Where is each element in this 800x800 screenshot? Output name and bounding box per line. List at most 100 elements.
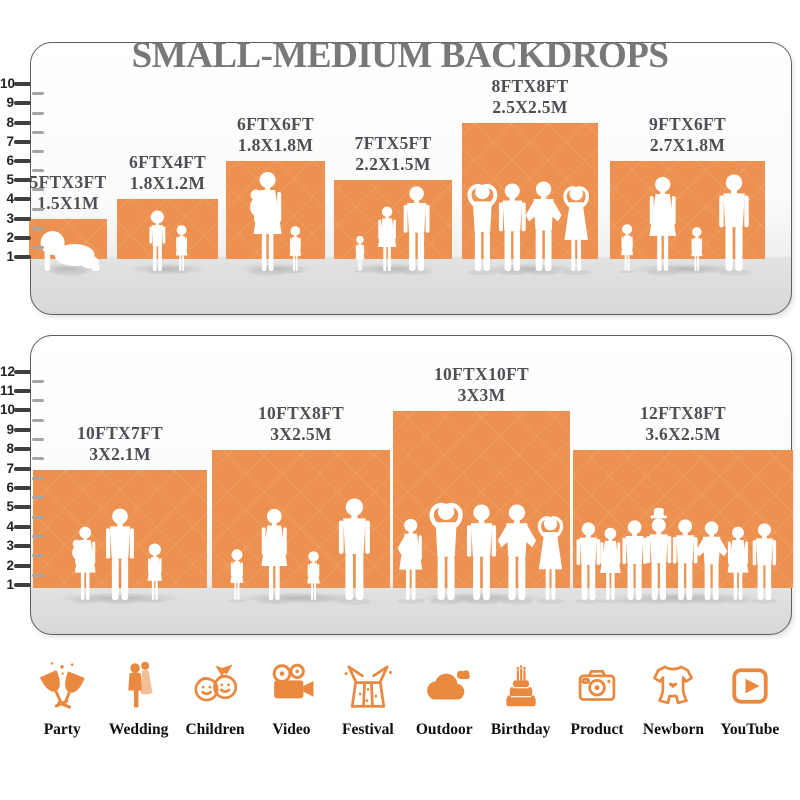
- play-button-icon: [722, 656, 778, 716]
- backdrop-size-label: 7FTX5FT 2.2X1.5M: [355, 133, 432, 175]
- ruler-tick: [14, 101, 31, 106]
- backdrop-size-m: 1.8X1.2M: [129, 173, 206, 193]
- ruler-number: 2: [6, 229, 14, 245]
- backdrop-size-label: 10FTX7FT 3X2.1M: [77, 423, 163, 465]
- ruler-tick: [14, 120, 31, 125]
- ruler-number: 3: [6, 538, 14, 554]
- ruler-tick: [14, 216, 31, 221]
- ruler-minor-tick: [32, 573, 44, 577]
- ruler-number: 9: [6, 95, 14, 111]
- ruler-minor-tick: [32, 496, 44, 500]
- ruler-tick: [14, 505, 31, 510]
- ruler-number: 9: [6, 421, 14, 437]
- backdrop-rect: [117, 199, 218, 259]
- ruler-minor-tick: [32, 515, 44, 519]
- ruler-tick: [14, 485, 31, 491]
- category-wedding: Wedding: [100, 656, 176, 760]
- ruler-minor-tick: [32, 169, 44, 173]
- category-label: Festival: [342, 721, 394, 738]
- people-silhouette: [228, 498, 372, 605]
- ruler-minor-tick: [32, 535, 44, 538]
- floor-shadow: [329, 261, 457, 277]
- ruler-number: 5: [6, 499, 14, 515]
- backdrop-size-m: 1.8X1.8M: [237, 135, 314, 155]
- backdrop-size-label: 6FTX6FT 1.8X1.8M: [237, 114, 314, 156]
- ruler-number: 6: [6, 480, 14, 495]
- backdrop-size-ft: 5FTX3FT: [29, 172, 107, 192]
- ruler-number: 10: [0, 402, 16, 418]
- ruler-tick: [14, 254, 31, 260]
- category-birthday: Birthday: [482, 656, 558, 760]
- people-silhouette: [353, 186, 432, 275]
- backdrop-size-m: 3X3M: [457, 385, 506, 405]
- ruler-number: 5: [6, 172, 14, 188]
- category-label: Birthday: [490, 721, 551, 738]
- ruler-tick: [14, 388, 31, 394]
- gift-box-icon: [340, 656, 396, 716]
- cloud-icon: [416, 656, 472, 716]
- ruler-tick: [14, 447, 31, 452]
- people-silhouette: [467, 181, 591, 276]
- ruler-minor-tick: [32, 399, 44, 403]
- ruler-tick: [14, 544, 31, 549]
- backdrop-size-label: 10FTX8FT 3X2.5M: [258, 403, 344, 445]
- ruler-tick: [14, 582, 31, 588]
- category-children: Children: [177, 656, 253, 760]
- ruler-tick: [14, 466, 31, 471]
- ruler-number: 4: [6, 191, 14, 207]
- ruler-minor-tick: [32, 554, 44, 558]
- floor-shadow: [221, 261, 330, 277]
- ruler-number: 8: [6, 114, 14, 130]
- category-festival: Festival: [330, 656, 406, 760]
- people-silhouette: [40, 231, 100, 276]
- ruler-tick: [14, 524, 31, 529]
- category-product: Product: [559, 656, 635, 760]
- people-silhouette: [618, 174, 751, 276]
- ruler-minor-tick: [32, 379, 44, 383]
- category-youtube: YouTube: [712, 656, 788, 760]
- ruler-minor-tick: [32, 207, 44, 211]
- backdrop-size-m: 2.2X1.5M: [355, 154, 431, 174]
- category-outdoor: Outdoor: [406, 656, 482, 760]
- ruler-tick: [14, 158, 31, 164]
- ruler-minor-tick: [32, 245, 44, 249]
- people-silhouette: [396, 502, 565, 605]
- category-label: Party: [43, 721, 81, 738]
- category-label: Video: [272, 721, 311, 738]
- ruler-minor-tick: [32, 438, 44, 441]
- backdrop-size-ft: 9FTX6FT: [649, 114, 726, 134]
- ruler-tick: [14, 427, 31, 432]
- backdrop-size-ft: 6FTX4FT: [129, 152, 206, 172]
- ruler-minor-tick: [32, 226, 44, 230]
- ruler-tick: [14, 82, 31, 87]
- ruler-tick: [14, 369, 31, 374]
- ruler-number: 11: [0, 383, 15, 398]
- backdrop-size-ft: 10FTX8FT: [257, 403, 345, 423]
- category-party: Party: [24, 656, 100, 760]
- backdrop-size-ft: 12FTX8FT: [639, 403, 727, 423]
- ruler-number: 7: [6, 460, 14, 476]
- ruler-tick: [14, 178, 31, 183]
- baby-onesie-icon: [645, 656, 701, 716]
- backdrop-size-label: 9FTX6FT 2.7X1.8M: [649, 114, 726, 156]
- ruler-minor-tick: [32, 92, 44, 96]
- backdrop-size-label: 8FTX8FT 2.5X2.5M: [492, 76, 569, 118]
- floor-shadow: [112, 261, 223, 277]
- children-faces-icon: [187, 656, 243, 716]
- ruler-number: 6: [6, 153, 14, 168]
- category-label: Wedding: [108, 721, 169, 738]
- people-silhouette: [146, 210, 190, 274]
- backdrop-size-label: 6FTX4FT 1.8X1.2M: [129, 152, 206, 194]
- backdrop-size-ft: 6FTX6FT: [237, 114, 314, 134]
- backdrop-size-m: 1.5X1M: [37, 193, 99, 213]
- ruler-tick: [14, 563, 31, 568]
- birthday-cake-icon: [493, 656, 549, 716]
- backdrop-size-ft: 10FTX7FT: [76, 423, 164, 443]
- ruler-minor-tick: [32, 149, 44, 153]
- people-silhouette: [575, 507, 778, 604]
- backdrop-size-m: 3X2.1M: [89, 444, 151, 464]
- category-label: Children: [185, 721, 245, 738]
- ruler-number: 3: [6, 210, 14, 226]
- ruler-tick: [14, 235, 31, 240]
- category-label: Outdoor: [415, 721, 473, 738]
